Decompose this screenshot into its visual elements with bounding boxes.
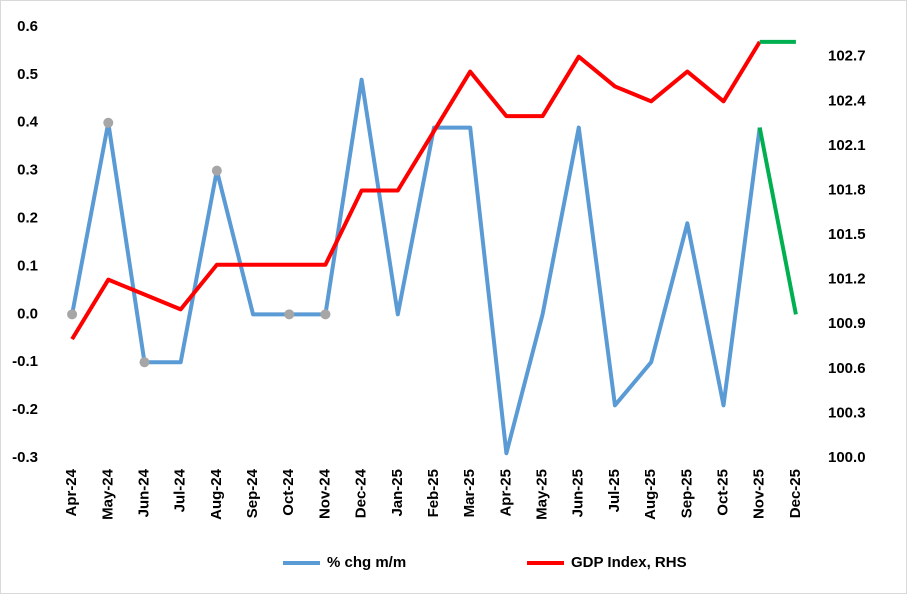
x-tick-label: Nov-24 — [316, 468, 333, 519]
point-marker — [67, 309, 78, 320]
y-tick-label: -0.1 — [12, 353, 38, 370]
x-tick-label: Mar-25 — [461, 469, 478, 517]
x-tick-label: Aug-25 — [642, 469, 659, 520]
x-tick-label: Sep-24 — [244, 468, 261, 518]
point-marker — [139, 357, 150, 368]
y2-tick-label: 100.3 — [828, 404, 866, 421]
point-marker — [284, 309, 295, 320]
x-tick-label: Jul-24 — [172, 468, 189, 512]
y-tick-label: 0.0 — [17, 305, 38, 322]
y-tick-label: -0.2 — [12, 401, 38, 418]
x-tick-label: Jun-25 — [570, 469, 587, 517]
x-tick-label: Jun-24 — [135, 468, 152, 517]
y-tick-label: 0.6 — [17, 18, 38, 35]
x-tick-label: Aug-24 — [208, 468, 225, 519]
x-tick-label: Apr-25 — [497, 469, 514, 517]
x-tick-label: Nov-25 — [751, 469, 768, 519]
y2-tick-label: 100.0 — [828, 449, 866, 466]
x-tick-label: Jan-25 — [389, 469, 406, 517]
y-tick-label: 0.1 — [17, 257, 38, 274]
point-marker — [211, 165, 222, 176]
x-tick-label: May-24 — [99, 468, 116, 520]
y2-tick-label: 102.4 — [828, 92, 866, 109]
y2-tick-label: 100.6 — [828, 360, 866, 377]
legend-label: % chg m/m — [327, 554, 406, 571]
series-line — [70, 40, 762, 341]
x-tick-label: May-25 — [534, 469, 551, 520]
x-tick-label: Dec-25 — [787, 469, 804, 518]
y-tick-label: 0.3 — [17, 162, 38, 179]
y2-tick-label: 101.5 — [828, 226, 866, 243]
y-tick-label: 0.2 — [17, 210, 38, 227]
y2-tick-label: 102.7 — [828, 48, 866, 65]
y2-tick-label: 101.2 — [828, 271, 866, 288]
y2-tick-label: 100.9 — [828, 315, 866, 332]
y2-tick-label: 101.8 — [828, 181, 866, 198]
x-tick-label: Oct-24 — [280, 468, 297, 515]
x-tick-label: Dec-24 — [353, 468, 370, 518]
legend-label: GDP Index, RHS — [571, 554, 687, 571]
series-line — [70, 77, 762, 456]
point-marker — [103, 117, 114, 128]
x-tick-label: Apr-24 — [63, 468, 80, 516]
y-tick-label: -0.3 — [12, 449, 38, 466]
x-tick-label: Oct-25 — [714, 469, 731, 516]
forecast-line — [757, 127, 798, 315]
y2-tick-label: 102.1 — [828, 137, 866, 154]
y-tick-label: 0.5 — [17, 66, 38, 83]
x-tick-label: Feb-25 — [425, 469, 442, 517]
y-tick-label: 0.4 — [17, 114, 39, 131]
point-marker — [320, 309, 331, 320]
x-tick-label: Jul-25 — [606, 469, 623, 512]
x-tick-label: Sep-25 — [678, 469, 695, 518]
